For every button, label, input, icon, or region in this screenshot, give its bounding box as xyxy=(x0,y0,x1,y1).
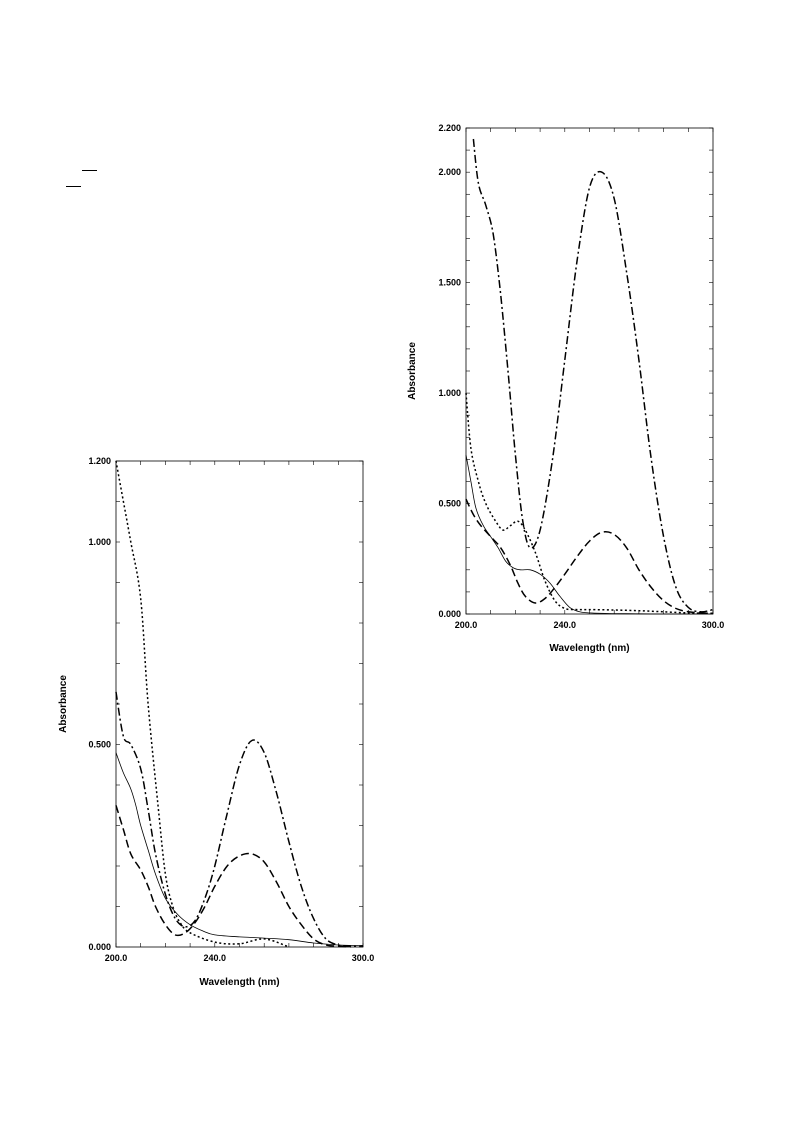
y-tick-label: 1.200 xyxy=(88,456,111,466)
y-tick-label: 0.500 xyxy=(438,499,461,509)
y-tick-label: 1.000 xyxy=(438,388,461,398)
series-line-dotted xyxy=(465,393,714,615)
series-line-dotted xyxy=(115,460,290,948)
y-axis-title: Absorbance xyxy=(407,342,418,400)
x-tick-label: 200.0 xyxy=(105,953,128,963)
y-tick-label: 1.000 xyxy=(88,537,111,547)
plot-frame xyxy=(115,460,364,948)
top-mark-line-upper xyxy=(82,170,97,171)
chart-upper-right: 200.0 240.0 300.0 0.000 0.500 1.000 1.500 2.000… xyxy=(407,123,724,654)
y-tick-label: 2.000 xyxy=(438,167,461,177)
x-tick-label: 240.0 xyxy=(204,953,227,963)
y-tick-label: 0.500 xyxy=(88,740,111,750)
x-tick-label: 300.0 xyxy=(352,953,375,963)
x-axis-title: Wavelength (nm) xyxy=(199,977,279,988)
y-axis-title: Absorbance xyxy=(58,675,69,733)
y-tick-label: 1.500 xyxy=(438,278,461,288)
x-axis-title: Wavelength (nm) xyxy=(549,643,629,654)
series-line-solid xyxy=(115,752,364,947)
top-mark-line-lower xyxy=(66,186,81,187)
y-tick-label: 0.000 xyxy=(88,942,111,952)
series-line-dash-dot xyxy=(115,691,364,947)
y-tick-label: 0.000 xyxy=(438,609,461,619)
chart-lower-left: 200.0 240.0 300.0 0.000 0.500 1.000 1.200 Wavel… xyxy=(58,456,374,988)
x-tick-label: 200.0 xyxy=(455,620,478,630)
series-line-solid xyxy=(465,454,713,615)
y-tick-label: 2.200 xyxy=(438,123,461,133)
x-tick-label: 240.0 xyxy=(554,620,577,630)
x-tick-label: 300.0 xyxy=(702,620,725,630)
series-line-dashed xyxy=(115,805,351,948)
series-line-dash-dot xyxy=(472,138,714,613)
